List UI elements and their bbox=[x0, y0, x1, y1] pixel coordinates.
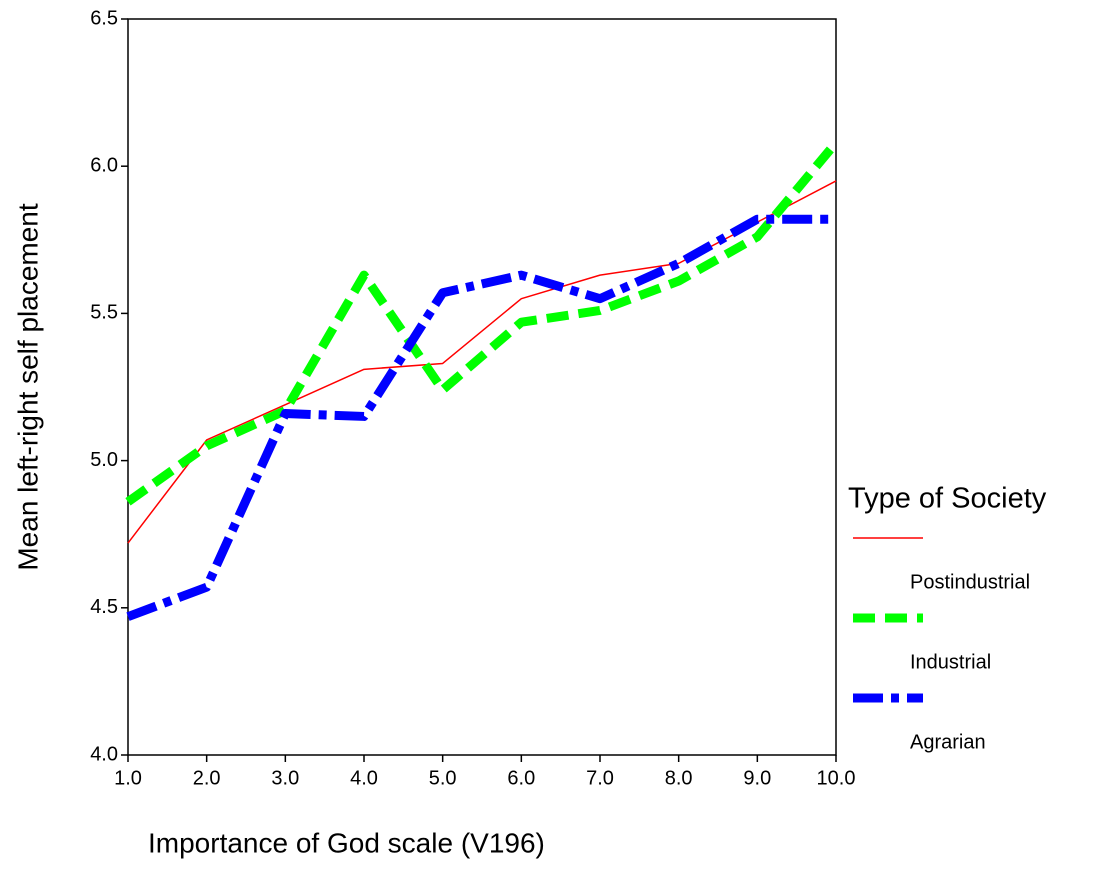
x-tick-label: 9.0 bbox=[743, 767, 771, 789]
x-tick-label: 2.0 bbox=[193, 767, 221, 789]
series-line bbox=[127, 180, 837, 544]
legend-label: Postindustrial bbox=[910, 571, 1030, 593]
legend-label: Industrial bbox=[910, 651, 991, 673]
y-tick-label: 5.5 bbox=[90, 302, 118, 324]
series-line bbox=[126, 214, 836, 621]
x-tick-label: 4.0 bbox=[350, 767, 378, 789]
x-tick-label: 3.0 bbox=[271, 767, 299, 789]
legend-label: Agrarian bbox=[910, 731, 986, 753]
y-tick-label: 6.0 bbox=[90, 154, 118, 176]
legend-title: Type of Society bbox=[848, 483, 1047, 515]
x-tick-label: 7.0 bbox=[586, 767, 614, 789]
x-axis-label: Importance of God scale (V196) bbox=[148, 827, 545, 858]
y-axis-label: Mean left-right self placement bbox=[12, 203, 43, 571]
plot-frame bbox=[127, 18, 837, 756]
x-tick-label: 8.0 bbox=[665, 767, 693, 789]
y-tick-label: 5.0 bbox=[90, 449, 118, 471]
y-tick-label: 6.5 bbox=[90, 7, 118, 29]
x-tick-label: 6.0 bbox=[507, 767, 535, 789]
y-tick-label: 4.5 bbox=[90, 596, 118, 618]
x-tick-label: 1.0 bbox=[114, 767, 142, 789]
y-tick-label: 4.0 bbox=[90, 743, 118, 765]
x-tick-label: 5.0 bbox=[429, 767, 457, 789]
series-line bbox=[125, 139, 840, 506]
x-tick-label: 10.0 bbox=[817, 767, 856, 789]
